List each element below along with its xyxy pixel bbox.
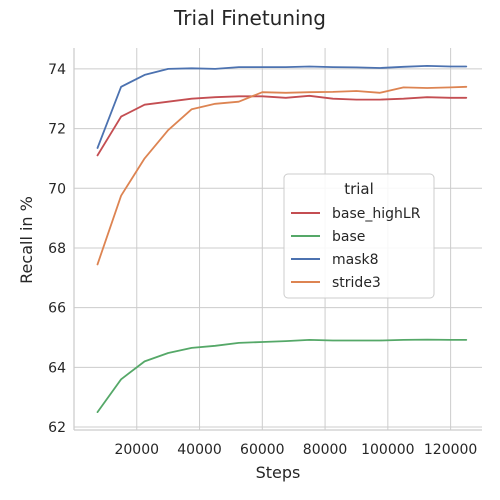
series-lines [96, 65, 468, 414]
series-line-stride3 [96, 85, 468, 266]
series-line-base [96, 338, 468, 414]
legend-label-mask8: mask8 [332, 252, 379, 268]
axes-spines [73, 48, 482, 431]
y-axis-ticks: 62 64 66 68 70 72 74 [48, 62, 66, 436]
series-line-base_highLR [96, 94, 468, 157]
x-tick-label: 40000 [177, 442, 222, 458]
series-line-mask8 [96, 65, 468, 149]
legend-label-stride3: stride3 [332, 275, 381, 291]
y-tick-label: 74 [48, 62, 66, 78]
x-axis-label: Steps [256, 463, 301, 482]
legend-box [283, 173, 435, 299]
y-tick-label: 66 [48, 301, 66, 317]
y-tick-label: 72 [48, 122, 66, 138]
legend-title: trial [344, 180, 374, 198]
x-axis-ticks: 20000 40000 60000 80000 100000 120000 [114, 442, 477, 458]
legend-label-base: base [332, 229, 365, 245]
x-tick-label: 100000 [361, 442, 414, 458]
x-tick-label: 120000 [424, 442, 477, 458]
x-tick-label: 20000 [114, 442, 159, 458]
y-axis-label: Recall in % [17, 196, 36, 284]
legend-label-base_highLR: base_highLR [332, 206, 421, 222]
x-tick-label: 80000 [303, 442, 348, 458]
y-tick-label: 64 [48, 360, 66, 376]
chart-title: Trial Finetuning [173, 6, 326, 30]
x-tick-label: 60000 [240, 442, 285, 458]
y-tick-label: 70 [48, 181, 66, 197]
y-tick-label: 62 [48, 420, 66, 436]
y-tick-label: 68 [48, 241, 66, 257]
